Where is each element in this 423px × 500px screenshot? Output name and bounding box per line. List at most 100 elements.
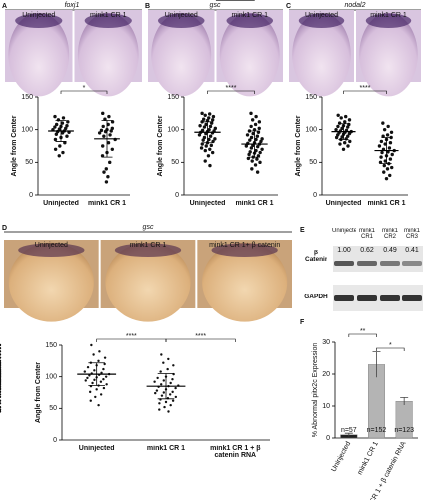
data-point xyxy=(383,142,387,146)
data-point xyxy=(199,146,204,150)
data-point xyxy=(104,167,108,171)
data-point xyxy=(102,367,105,371)
data-point xyxy=(382,163,386,168)
sig-bracket xyxy=(343,90,387,94)
data-point xyxy=(344,137,348,141)
image-label: Uninjected xyxy=(165,12,198,19)
data-point xyxy=(153,380,156,383)
embryo xyxy=(105,242,191,322)
data-point xyxy=(381,121,385,125)
data-point xyxy=(65,134,69,138)
blot-band xyxy=(334,295,354,301)
data-point xyxy=(384,176,389,181)
data-point xyxy=(110,147,114,151)
data-point xyxy=(201,138,205,142)
data-point xyxy=(94,395,97,399)
data-point xyxy=(168,393,172,396)
data-point xyxy=(167,357,170,361)
blastopore-stain xyxy=(298,13,345,28)
data-point xyxy=(100,371,103,375)
data-point xyxy=(90,343,93,347)
data-point xyxy=(198,124,202,128)
data-point xyxy=(340,126,344,131)
data-point xyxy=(388,141,393,145)
y-tick-label: 10 xyxy=(322,403,330,410)
data-point xyxy=(245,133,250,137)
x-tick-label: mink1 CR 1 xyxy=(357,440,380,476)
data-point xyxy=(249,124,253,129)
data-point xyxy=(83,370,87,373)
data-point xyxy=(249,111,253,116)
data-point xyxy=(248,150,252,154)
data-point xyxy=(382,127,387,132)
data-point xyxy=(202,135,207,140)
data-point xyxy=(334,135,339,140)
data-point xyxy=(0,343,2,347)
y-tick-label: 100 xyxy=(45,374,57,381)
data-point xyxy=(208,147,212,151)
data-point xyxy=(390,165,394,170)
panel-letter: F xyxy=(300,319,305,326)
data-point xyxy=(108,133,112,137)
data-point xyxy=(162,361,165,364)
data-point xyxy=(339,116,343,120)
y-tick-label: 100 xyxy=(21,127,33,134)
x-tick-label-box: mink1 CR 1 + β catenin RNA xyxy=(210,445,261,460)
data-point xyxy=(61,116,66,120)
data-point xyxy=(97,403,100,407)
x-tick-label: mink1 CR 1 xyxy=(367,200,406,207)
data-point xyxy=(346,134,350,138)
lane-label: Uninjected xyxy=(332,228,356,234)
data-point xyxy=(166,367,169,371)
data-point xyxy=(0,353,2,356)
data-point xyxy=(0,410,2,413)
sig-label: **** xyxy=(195,333,206,340)
lane-label: mink1 CR3 xyxy=(403,228,420,241)
data-point xyxy=(169,381,172,385)
blastopore-stain xyxy=(211,243,278,257)
image-label: Uninjected xyxy=(35,242,68,249)
data-point xyxy=(155,389,159,392)
x-tick-label: Uninjected xyxy=(78,445,115,452)
lane-label-box: Uninjected xyxy=(332,228,356,234)
data-point xyxy=(200,111,204,116)
embryo xyxy=(77,12,139,97)
data-point xyxy=(88,374,91,377)
error-bar xyxy=(400,396,409,406)
sig-label: * xyxy=(389,342,392,349)
data-point xyxy=(258,150,262,155)
y-tick-label: 0 xyxy=(175,192,179,199)
band-quantification: 0.49 xyxy=(383,247,397,254)
embryo xyxy=(151,12,212,97)
y-tick-label: 150 xyxy=(45,342,57,349)
data-point xyxy=(0,393,2,396)
lane-label-box: mink1 CR3 xyxy=(403,228,420,241)
x-tick-label: mink1 CR 1 + β catenin RNA xyxy=(210,445,261,460)
data-point xyxy=(260,147,264,151)
sd-bar xyxy=(381,137,392,165)
data-point xyxy=(379,155,383,159)
data-point xyxy=(204,144,208,148)
embryo xyxy=(292,12,351,97)
y-tick-label: 50 xyxy=(49,405,57,412)
sig-bracket xyxy=(207,90,255,94)
band-quantification: 0.41 xyxy=(405,247,419,254)
data-point xyxy=(103,356,107,359)
data-point xyxy=(174,395,178,399)
data-point xyxy=(88,390,92,394)
data-point xyxy=(335,133,340,137)
data-point xyxy=(205,118,210,123)
blastopore-stain xyxy=(157,13,205,28)
data-point xyxy=(390,152,394,157)
sig-bracket xyxy=(60,90,108,94)
x-tick-label-box: mink1 CR 1 xyxy=(367,200,406,207)
data-point xyxy=(0,408,2,411)
data-point xyxy=(101,124,105,129)
data-point xyxy=(379,139,384,144)
data-point xyxy=(0,405,2,409)
data-point xyxy=(107,114,111,119)
data-point xyxy=(341,147,346,151)
data-point xyxy=(108,160,112,165)
data-point xyxy=(207,137,211,142)
